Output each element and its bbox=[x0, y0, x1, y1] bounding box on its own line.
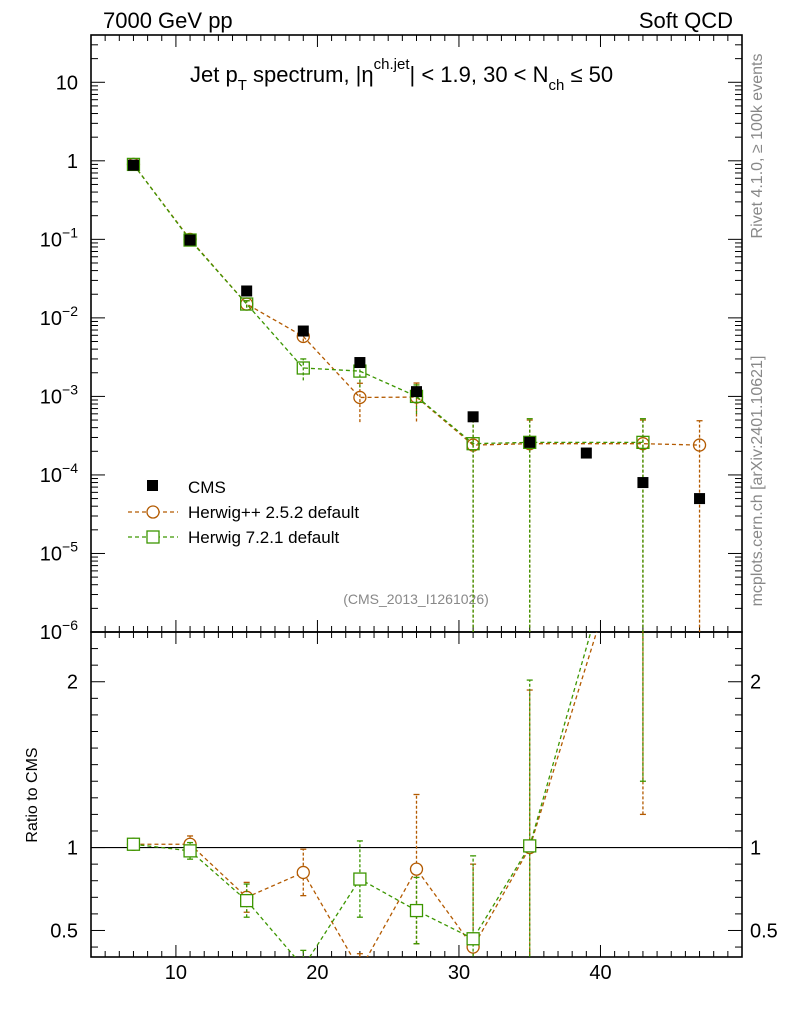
cms-data-point bbox=[524, 436, 536, 448]
legend-cms-marker bbox=[147, 480, 158, 491]
ratio-point bbox=[466, 932, 480, 946]
cms-data-point bbox=[354, 357, 366, 369]
ratio-y-tick-label-right: 1 bbox=[750, 838, 761, 860]
legend-herwig7-marker bbox=[146, 530, 160, 544]
data-point bbox=[240, 297, 254, 311]
ratio-line-1 bbox=[133, 632, 598, 957]
y-tick-label: 10−6 bbox=[40, 617, 78, 644]
cms-data-point bbox=[297, 325, 309, 337]
ratio-point bbox=[523, 839, 537, 853]
ratio-y-tick-label: 1 bbox=[67, 838, 78, 860]
cms-data-point bbox=[184, 234, 196, 246]
ratio-y-tick-label: 0.5 bbox=[50, 920, 78, 942]
legend-herwig7-label: Herwig 7.2.1 default bbox=[188, 528, 339, 547]
main-plot-area bbox=[126, 157, 707, 632]
ratio-y-tick-label: 2 bbox=[67, 672, 78, 694]
data-point bbox=[296, 361, 310, 375]
analysis-watermark: (CMS_2013_I1261026) bbox=[343, 591, 489, 607]
y-tick-label: 10−4 bbox=[40, 460, 78, 487]
ratio-point bbox=[694, 261, 706, 273]
chart-title: Jet pT spectrum, |ηch.jet| < 1.9, 30 < N… bbox=[190, 56, 613, 94]
ratio-y-tick-label-right: 0.5 bbox=[750, 920, 778, 942]
ratio-point bbox=[409, 862, 424, 876]
ratio-point bbox=[296, 865, 310, 880]
process-label: Soft QCD bbox=[639, 8, 733, 33]
ratio-point bbox=[409, 903, 424, 918]
y-tick-label: 10−1 bbox=[40, 224, 78, 251]
data-point bbox=[636, 435, 650, 449]
y-tick-label: 10 bbox=[56, 72, 78, 94]
rivet-version-label: Rivet 4.1.0, ≥ 100k events bbox=[749, 54, 766, 239]
legend: CMS Herwig++ 2.5.2 default Herwig 7.2.1 … bbox=[128, 478, 359, 547]
legend-herwigpp-label: Herwig++ 2.5.2 default bbox=[188, 503, 359, 522]
ratio-point bbox=[126, 837, 141, 851]
cms-data-point bbox=[694, 493, 706, 505]
ratio-plot-area bbox=[126, 261, 706, 976]
ratio-point bbox=[353, 872, 367, 886]
main-axes: 10 1 10−1 10−2 10−3 10−4 10−5 10−6 bbox=[40, 34, 742, 644]
cms-data-point bbox=[411, 386, 422, 398]
data-point bbox=[353, 390, 367, 405]
y-tick-label: 10−3 bbox=[40, 381, 78, 408]
cms-data-point bbox=[637, 477, 649, 489]
x-tick-label: 40 bbox=[589, 962, 611, 984]
data-point bbox=[466, 437, 480, 451]
legend-herwigpp-marker bbox=[146, 505, 160, 519]
energy-label: 7000 GeV pp bbox=[103, 8, 233, 33]
ratio-point bbox=[354, 964, 366, 976]
cms-data-point bbox=[580, 447, 592, 459]
legend-cms-label: CMS bbox=[188, 478, 226, 497]
cms-data-point bbox=[241, 285, 253, 297]
data-point bbox=[183, 233, 197, 247]
data-point bbox=[523, 435, 537, 449]
x-tick-label: 30 bbox=[448, 962, 470, 984]
ratio-y-axis-label: Ratio to CMS bbox=[24, 747, 41, 842]
ratio-axes: 10 20 30 40 0.5 0.5 1 1 2 2 bbox=[50, 632, 778, 984]
ratio-point bbox=[240, 893, 254, 908]
series-line-2 bbox=[132, 164, 643, 445]
x-tick-label: 10 bbox=[165, 962, 187, 984]
x-tick-label: 20 bbox=[306, 962, 328, 984]
y-tick-label: 10−2 bbox=[40, 303, 78, 330]
ratio-point bbox=[183, 844, 197, 858]
data-point bbox=[692, 438, 707, 452]
cms-data-point bbox=[467, 411, 479, 423]
mcplots-label: mcplots.cern.ch [arXiv:2401.10621] bbox=[749, 356, 766, 607]
cms-data-point bbox=[127, 159, 139, 171]
ratio-y-tick-label-right: 2 bbox=[750, 672, 761, 694]
y-tick-label: 10−5 bbox=[40, 538, 78, 565]
y-tick-label: 1 bbox=[67, 151, 78, 173]
